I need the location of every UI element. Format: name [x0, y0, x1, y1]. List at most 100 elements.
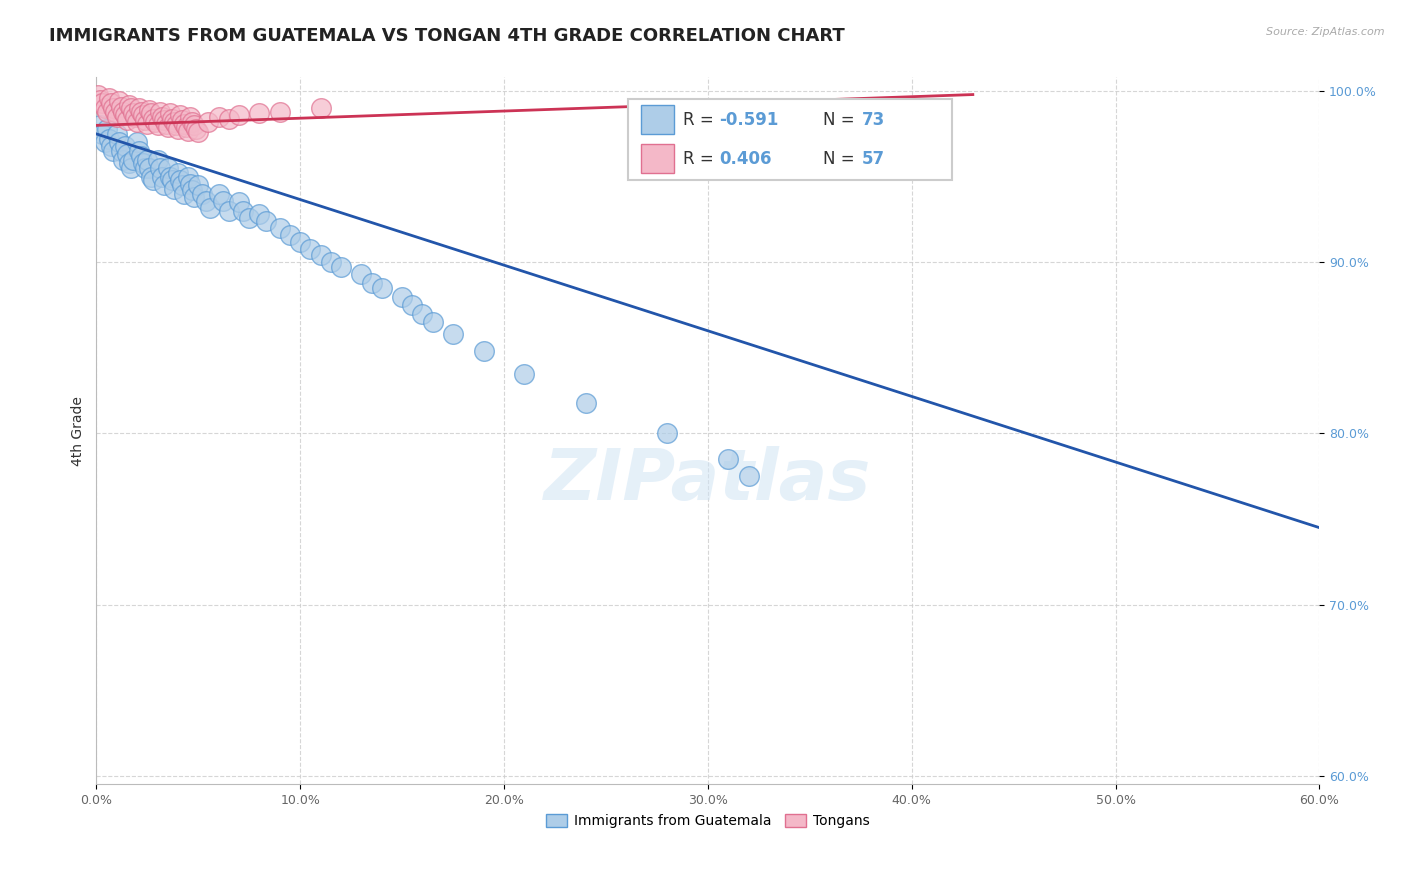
Point: [97, 91, 120, 105]
Point: [181, 115, 204, 129]
Point: [152, 178, 174, 193]
Text: ZIPatlas: ZIPatlas: [544, 446, 872, 515]
Point: [169, 173, 191, 187]
Point: [156, 161, 179, 176]
Point: [148, 104, 170, 119]
Point: [107, 95, 129, 109]
Point: [100, 96, 122, 111]
Point: [422, 315, 444, 329]
Point: [173, 186, 195, 201]
Text: IMMIGRANTS FROM GUATEMALA VS TONGAN 4TH GRADE CORRELATION CHART: IMMIGRANTS FROM GUATEMALA VS TONGAN 4TH …: [49, 27, 845, 45]
Point: [401, 298, 423, 312]
Point: [191, 186, 214, 201]
Point: [370, 281, 392, 295]
Point: [115, 147, 138, 161]
Point: [177, 123, 200, 137]
Point: [124, 110, 146, 124]
Point: [141, 106, 163, 120]
Point: [110, 99, 132, 113]
Point: [170, 178, 193, 193]
Point: [160, 112, 183, 126]
Point: [91, 127, 114, 141]
Point: [114, 139, 136, 153]
Point: [150, 169, 173, 184]
Point: [152, 113, 174, 128]
Point: [513, 367, 536, 381]
Point: [138, 161, 160, 176]
Point: [105, 127, 128, 141]
Point: [197, 115, 219, 129]
Point: [208, 110, 231, 124]
Point: [319, 255, 342, 269]
Text: Source: ZipAtlas.com: Source: ZipAtlas.com: [1267, 27, 1385, 37]
Point: [269, 221, 291, 235]
Point: [200, 201, 222, 215]
Point: [146, 153, 169, 167]
Point: [134, 113, 156, 128]
Point: [238, 211, 260, 225]
Point: [163, 182, 186, 196]
Point: [195, 194, 218, 208]
Point: [96, 104, 118, 119]
Point: [441, 327, 464, 342]
Point: [249, 106, 271, 120]
Point: [100, 139, 122, 153]
Point: [179, 177, 201, 191]
Point: [142, 112, 165, 126]
Point: [411, 307, 433, 321]
Point: [309, 101, 332, 115]
Point: [129, 149, 152, 163]
Point: [232, 203, 254, 218]
Point: [228, 195, 250, 210]
Point: [136, 153, 159, 167]
Point: [128, 101, 150, 115]
Point: [89, 119, 111, 133]
Point: [127, 115, 149, 129]
Point: [174, 120, 197, 134]
Y-axis label: 4th Grade: 4th Grade: [72, 396, 86, 466]
Point: [187, 125, 209, 139]
Point: [105, 110, 128, 124]
Point: [141, 169, 163, 184]
Point: [717, 452, 740, 467]
Point: [159, 169, 181, 184]
Point: [211, 194, 233, 208]
Point: [169, 108, 191, 122]
Legend: Immigrants from Guatemala, Tongans: Immigrants from Guatemala, Tongans: [540, 809, 876, 834]
Point: [120, 161, 142, 176]
Point: [146, 119, 169, 133]
Point: [118, 98, 141, 112]
Point: [574, 395, 596, 409]
Point: [148, 161, 170, 176]
Point: [228, 108, 250, 122]
Point: [181, 183, 204, 197]
Point: [97, 132, 120, 146]
Point: [120, 101, 142, 115]
Point: [299, 242, 322, 256]
Point: [142, 173, 165, 187]
Point: [138, 103, 160, 117]
Point: [132, 156, 155, 170]
Point: [329, 260, 352, 275]
Point: [737, 469, 759, 483]
Point: [179, 110, 201, 124]
Point: [127, 136, 149, 150]
Point: [93, 136, 115, 150]
Point: [150, 110, 173, 124]
Point: [350, 268, 373, 282]
Point: [655, 426, 678, 441]
Point: [163, 115, 186, 129]
Point: [218, 112, 240, 126]
Point: [155, 117, 177, 131]
Point: [91, 96, 114, 111]
Point: [177, 169, 200, 184]
Point: [160, 173, 183, 187]
Point: [183, 190, 205, 204]
Point: [159, 106, 181, 120]
Point: [156, 120, 179, 134]
Point: [165, 119, 187, 133]
Point: [118, 156, 141, 170]
Point: [134, 161, 156, 176]
Point: [101, 144, 124, 158]
Point: [122, 153, 145, 167]
